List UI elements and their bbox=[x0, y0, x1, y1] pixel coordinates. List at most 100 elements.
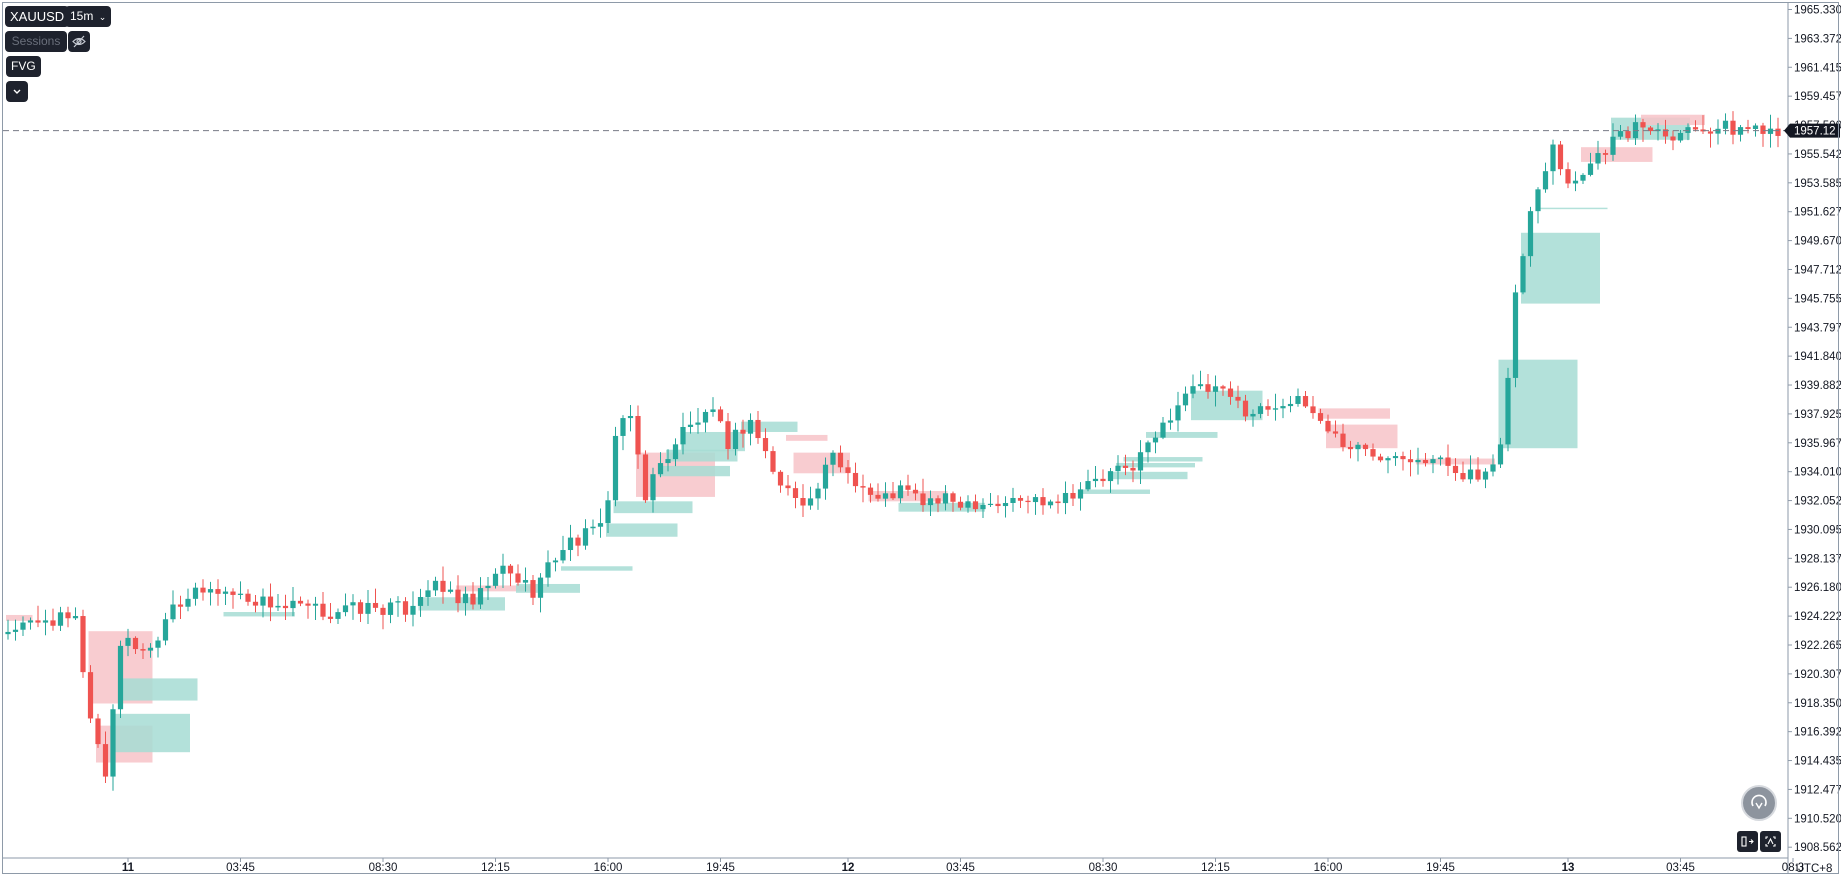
candle bbox=[620, 415, 626, 451]
candle bbox=[755, 410, 761, 444]
candle bbox=[1752, 123, 1759, 137]
candle bbox=[882, 482, 889, 507]
candle bbox=[740, 419, 746, 448]
candle bbox=[965, 495, 971, 513]
candle bbox=[1482, 468, 1489, 489]
price-tick-label: 1932.052 bbox=[1794, 496, 1841, 508]
candle bbox=[995, 495, 1001, 514]
candle bbox=[132, 636, 139, 654]
timezone-label[interactable]: UTC+8 bbox=[1796, 863, 1833, 875]
fvg-bullish-zone bbox=[606, 523, 678, 537]
candle bbox=[1595, 140, 1601, 170]
candle bbox=[207, 581, 214, 606]
interval-label: 15m bbox=[70, 9, 94, 23]
price-axis[interactable]: 1965.3301963.3721961.4151959.4571957.500… bbox=[1788, 5, 1841, 855]
hide-indicator-button[interactable] bbox=[68, 31, 90, 52]
candles bbox=[5, 111, 1781, 791]
price-tick-label: 1910.520 bbox=[1794, 813, 1841, 825]
candle bbox=[455, 575, 461, 613]
fvg-bearish-zone bbox=[786, 434, 828, 441]
candle bbox=[1505, 367, 1511, 452]
candle bbox=[492, 568, 499, 589]
candle bbox=[680, 412, 686, 455]
candle bbox=[1272, 393, 1279, 421]
price-tick-label: 1914.435 bbox=[1794, 756, 1841, 768]
price-tick-label: 1926.180 bbox=[1794, 582, 1841, 594]
candle bbox=[830, 450, 836, 477]
candle bbox=[725, 412, 731, 460]
fvg-bullish-zone bbox=[658, 465, 730, 477]
candle bbox=[1587, 152, 1594, 177]
time-tick-label: 08:30 bbox=[1089, 862, 1118, 874]
price-tick-label: 1959.457 bbox=[1794, 91, 1841, 103]
price-tick-label: 1922.265 bbox=[1794, 640, 1841, 652]
fvg-bullish-zone bbox=[223, 612, 295, 617]
lock-scale-button[interactable] bbox=[1737, 831, 1758, 852]
price-tick-label: 1953.585 bbox=[1794, 178, 1841, 190]
candle bbox=[305, 599, 311, 619]
candle bbox=[1550, 139, 1556, 185]
candle bbox=[1760, 122, 1766, 147]
candle bbox=[702, 409, 709, 433]
candle bbox=[957, 496, 964, 511]
candle bbox=[1632, 114, 1639, 146]
candle bbox=[717, 406, 724, 423]
candle bbox=[545, 550, 551, 587]
symbol-button[interactable]: XAUUSD bbox=[5, 6, 70, 27]
time-tick-label: 16:00 bbox=[594, 862, 623, 874]
plot-area[interactable] bbox=[5, 111, 1781, 791]
candle bbox=[440, 566, 446, 604]
candle bbox=[605, 491, 611, 533]
candle bbox=[837, 445, 844, 473]
price-tick-label: 1947.712 bbox=[1794, 264, 1841, 276]
reset-icon bbox=[1751, 794, 1767, 810]
candle bbox=[470, 582, 476, 610]
candle bbox=[1392, 452, 1399, 466]
candle bbox=[950, 491, 956, 512]
candle bbox=[845, 459, 851, 484]
fvg-bullish-zone bbox=[1521, 232, 1600, 304]
candle bbox=[777, 470, 784, 493]
interval-button[interactable]: 15m ⌄ bbox=[65, 6, 112, 27]
time-tick-label: 08:3 bbox=[1782, 862, 1804, 874]
time-tick-label: 12 bbox=[842, 862, 855, 874]
fvg-indicator-button[interactable]: FVG bbox=[6, 56, 41, 77]
scroll-to-realtime-button[interactable] bbox=[1741, 785, 1777, 821]
candle bbox=[1182, 386, 1189, 412]
collapse-indicators-button[interactable] bbox=[6, 81, 28, 102]
candle bbox=[972, 494, 979, 513]
candle bbox=[117, 640, 124, 719]
price-tick-label: 1943.797 bbox=[1794, 322, 1841, 334]
candle bbox=[1062, 481, 1069, 515]
price-tick-label: 1928.137 bbox=[1794, 553, 1841, 565]
candle bbox=[1685, 123, 1691, 141]
candle bbox=[162, 612, 169, 646]
candle bbox=[515, 564, 521, 586]
candle bbox=[1542, 162, 1549, 193]
candle bbox=[650, 467, 656, 513]
sessions-indicator-button[interactable]: Sessions bbox=[5, 31, 67, 52]
candle bbox=[20, 616, 26, 637]
eye-off-icon bbox=[72, 35, 86, 48]
candle bbox=[987, 492, 994, 507]
candle bbox=[215, 579, 221, 606]
candle bbox=[1002, 496, 1009, 518]
price-tick-label: 1924.222 bbox=[1794, 611, 1841, 623]
candle bbox=[252, 595, 259, 613]
time-axis[interactable]: 11 03:45 08:30 12:15 16:00 19:45 12 03:45 08:30 1… bbox=[122, 858, 1804, 874]
candle bbox=[1212, 375, 1219, 407]
price-tick-label: 1941.840 bbox=[1794, 351, 1841, 363]
candle bbox=[552, 557, 559, 572]
chevron-down-icon bbox=[13, 89, 21, 94]
candle bbox=[507, 564, 514, 587]
fvg-label: FVG bbox=[11, 59, 36, 73]
current-price-label: 1957.12 bbox=[1784, 123, 1840, 138]
auto-scale-button[interactable] bbox=[1760, 831, 1781, 852]
candle bbox=[65, 606, 71, 628]
candle bbox=[927, 490, 934, 516]
time-tick-label: 08:30 bbox=[369, 862, 398, 874]
fvg-bullish-zone bbox=[1536, 207, 1608, 210]
candle bbox=[432, 576, 439, 596]
